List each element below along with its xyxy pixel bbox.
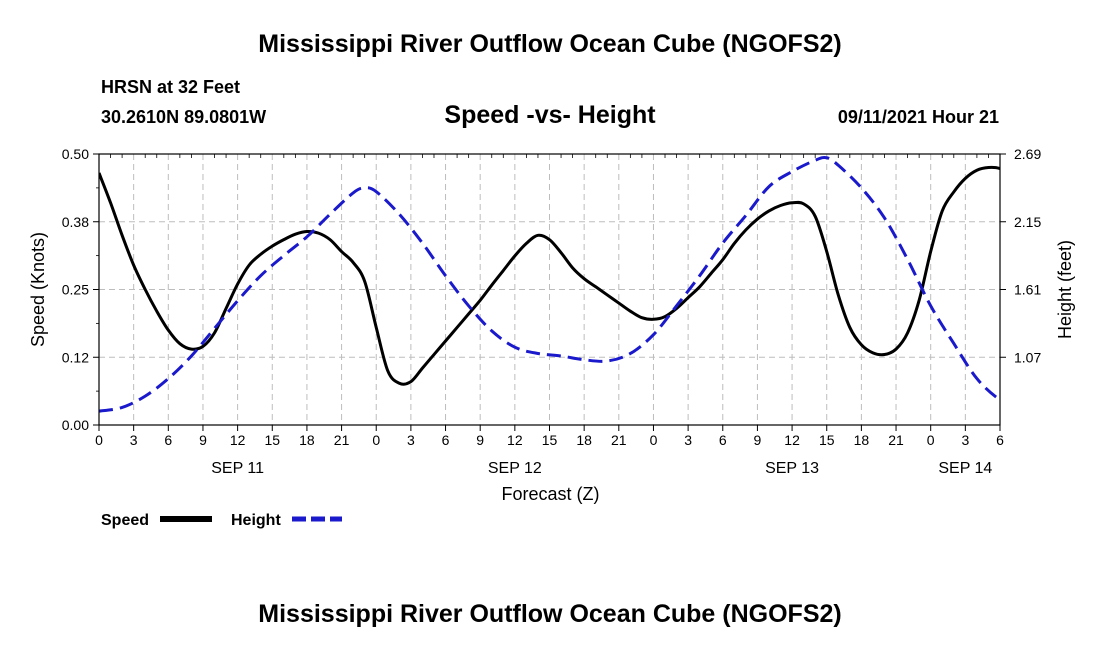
- chart-footer-title: Mississippi River Outflow Ocean Cube (NG…: [258, 600, 842, 628]
- x-tick-label: 18: [854, 432, 870, 448]
- series-line-height: [99, 155, 1000, 413]
- chart-subtitle: Speed -vs- Height: [444, 101, 656, 129]
- y-right-tick-label: 1.07: [1014, 349, 1041, 365]
- x-tick-label: 6: [719, 432, 727, 448]
- legend: Speed Height: [101, 512, 342, 529]
- legend-height-label: Height: [231, 512, 281, 529]
- x-tick-label: 6: [442, 432, 450, 448]
- chart-main-title: Mississippi River Outflow Ocean Cube (NG…: [258, 30, 842, 58]
- x-tick-label: 12: [230, 432, 246, 448]
- y-left-axis-title: Speed (Knots): [28, 232, 48, 347]
- x-tick-label: 15: [819, 432, 835, 448]
- y-left-tick-label: 0.50: [62, 146, 89, 162]
- x-tick-label: 3: [961, 432, 969, 448]
- x-tick-label: 12: [784, 432, 800, 448]
- x-tick-label: 0: [95, 432, 103, 448]
- x-axis-title: Forecast (Z): [501, 484, 599, 504]
- x-tick-label: 12: [507, 432, 523, 448]
- x-tick-label: 21: [888, 432, 904, 448]
- date-label: SEP 13: [765, 460, 819, 477]
- date-label: SEP 11: [211, 460, 264, 477]
- x-tick-label: 0: [927, 432, 935, 448]
- x-tick-label: 18: [299, 432, 315, 448]
- x-tick-label: 6: [996, 432, 1004, 448]
- x-tick-label: 6: [164, 432, 172, 448]
- y-right-tick-label: 2.15: [1014, 214, 1041, 230]
- x-tick-label: 9: [476, 432, 484, 448]
- station-label: HRSN at 32 Feet: [101, 77, 241, 97]
- date-label: SEP 14: [938, 460, 992, 477]
- x-tick-label: 9: [754, 432, 762, 448]
- x-tick-label: 0: [372, 432, 380, 448]
- x-tick-label: 0: [650, 432, 658, 448]
- x-tick-label: 3: [684, 432, 692, 448]
- x-tick-label: 15: [264, 432, 280, 448]
- x-tick-label: 9: [199, 432, 207, 448]
- coordinates-label: 30.2610N 89.0801W: [101, 107, 267, 127]
- x-tick-label: 21: [334, 432, 350, 448]
- y-left-tick-label: 0.12: [62, 349, 89, 365]
- x-tick-label: 18: [576, 432, 592, 448]
- x-tick-label: 3: [130, 432, 138, 448]
- forecast-datetime: 09/11/2021 Hour 21: [837, 107, 999, 127]
- y-left-tick-label: 0.25: [62, 282, 89, 298]
- x-tick-label: 15: [542, 432, 558, 448]
- series-line-speed: [99, 165, 1000, 386]
- y-right-tick-label: 2.69: [1014, 146, 1041, 162]
- y-left-tick-label: 0.00: [62, 417, 89, 433]
- y-right-axis-title: Height (feet): [1055, 240, 1075, 339]
- y-left-tick-label: 0.38: [62, 214, 89, 230]
- series-layer: [99, 155, 1000, 413]
- axis-layer: 0 3 6 9 12 15 18 21 0 3 6 9 12 15 18 21 0 3 6 9 12 15 18 21 0 3 6 0…: [28, 146, 1075, 504]
- legend-speed-label: Speed: [101, 512, 149, 529]
- x-tick-label: 3: [407, 432, 415, 448]
- x-tick-label: 21: [611, 432, 627, 448]
- date-label: SEP 12: [488, 460, 542, 477]
- y-right-tick-label: 1.61: [1014, 282, 1041, 298]
